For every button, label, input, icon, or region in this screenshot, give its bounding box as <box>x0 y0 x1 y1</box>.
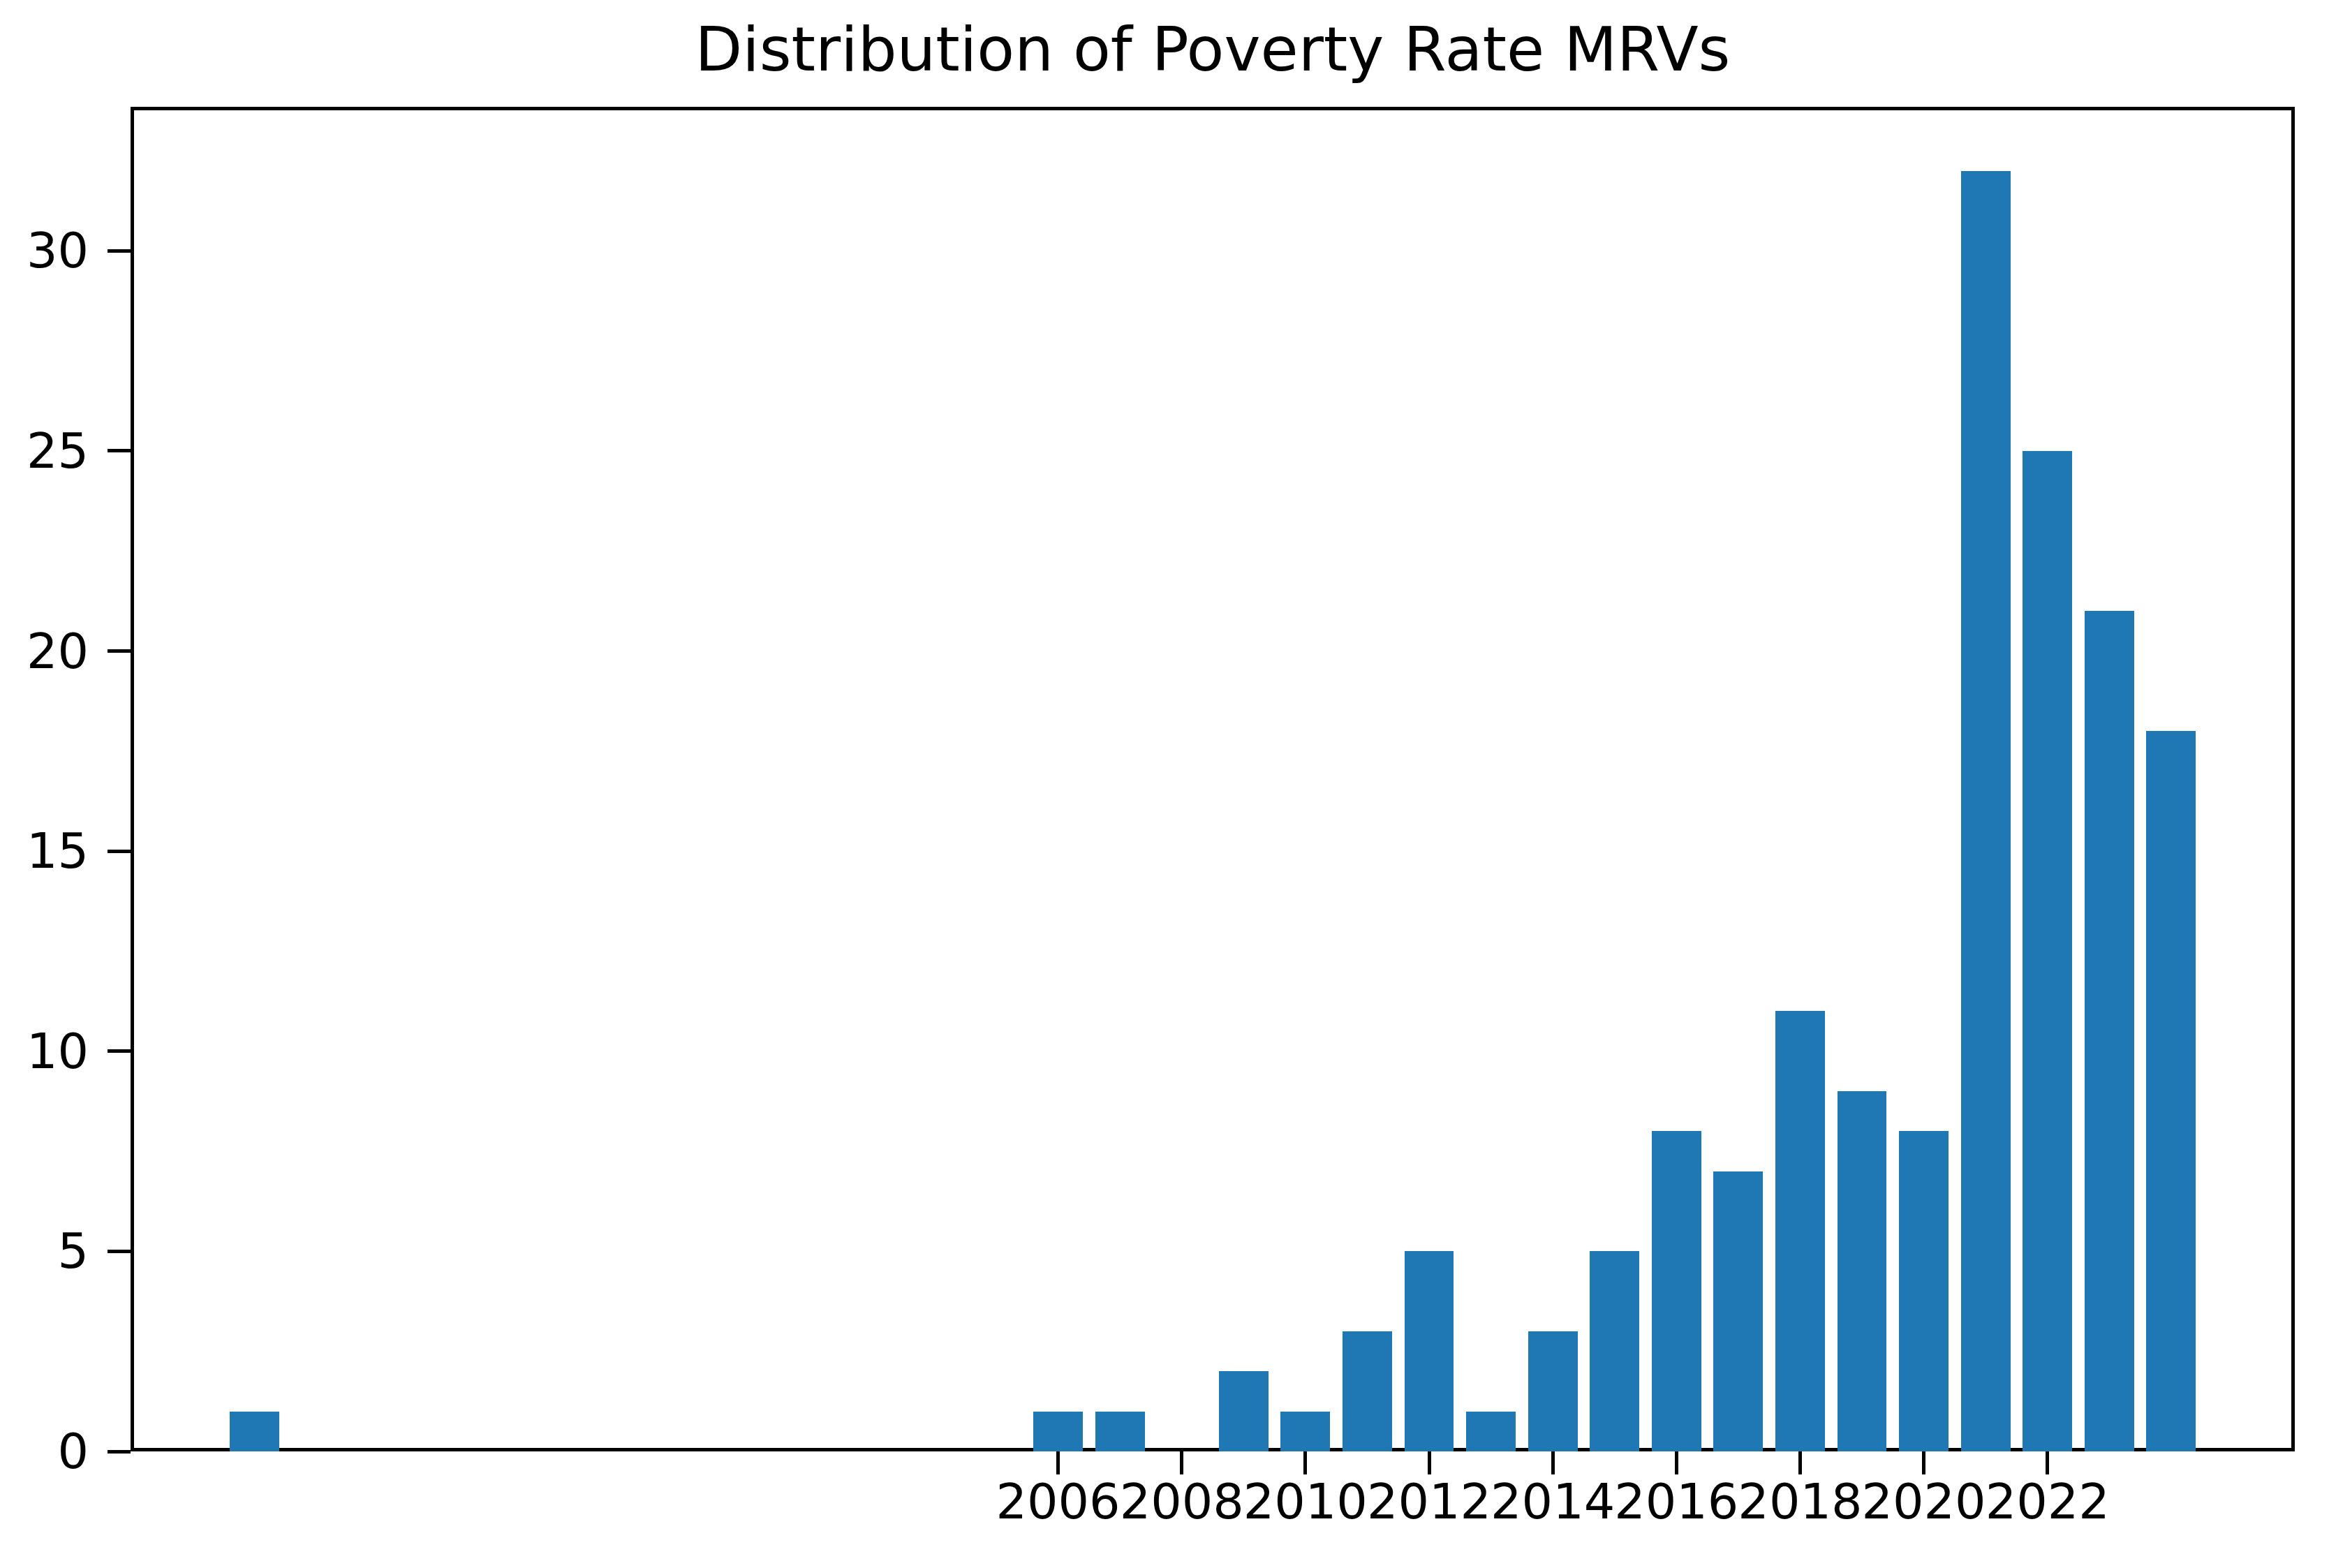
plot-inner <box>131 107 2295 1451</box>
bar-2024 <box>2146 731 2196 1451</box>
y-tick-25 <box>108 449 131 452</box>
y-tick-20 <box>108 649 131 653</box>
chart-title: Distribution of Poverty Rate MRVs <box>131 19 2295 80</box>
x-tick-2008 <box>1180 1451 1183 1474</box>
y-tick-label-20: 20 <box>0 627 89 676</box>
x-tick-label-2022: 2022 <box>1943 1477 2152 1526</box>
x-tick-2016 <box>1675 1451 1678 1474</box>
y-tick-label-25: 25 <box>0 427 89 475</box>
y-tick-label-5: 5 <box>0 1227 89 1275</box>
x-tick-2014 <box>1551 1451 1555 1474</box>
bar-2010 <box>1280 1412 1330 1451</box>
bar-2015 <box>1590 1251 1639 1451</box>
x-tick-2018 <box>1798 1451 1802 1474</box>
x-tick-2010 <box>1303 1451 1307 1474</box>
x-tick-2012 <box>1428 1451 1431 1474</box>
y-tick-10 <box>108 1049 131 1053</box>
bar-2018 <box>1775 1011 1825 1451</box>
bar-2014 <box>1528 1331 1578 1451</box>
bar-2006 <box>1033 1412 1083 1451</box>
bar-2021 <box>1961 171 2011 1451</box>
x-tick-2022 <box>2046 1451 2049 1474</box>
bar-2013 <box>1466 1412 1516 1451</box>
y-tick-label-10: 10 <box>0 1027 89 1076</box>
y-tick-30 <box>108 249 131 253</box>
bar-2009 <box>1219 1371 1269 1451</box>
bar-1993 <box>230 1412 279 1451</box>
y-tick-label-30: 30 <box>0 226 89 275</box>
bar-2020 <box>1899 1131 1949 1451</box>
bar-2012 <box>1405 1251 1454 1451</box>
bar-2011 <box>1343 1331 1392 1451</box>
bar-2023 <box>2085 611 2134 1451</box>
bar-2007 <box>1095 1412 1145 1451</box>
y-tick-label-0: 0 <box>0 1427 89 1476</box>
y-tick-15 <box>108 850 131 853</box>
bar-2016 <box>1652 1131 1701 1451</box>
x-tick-2020 <box>1922 1451 1925 1474</box>
figure: Distribution of Poverty Rate MRVs 200620… <box>0 0 2329 1568</box>
y-tick-0 <box>108 1450 131 1454</box>
bar-2022 <box>2023 451 2072 1451</box>
bar-2019 <box>1838 1091 1887 1451</box>
x-tick-2006 <box>1056 1451 1060 1474</box>
y-tick-label-15: 15 <box>0 827 89 875</box>
y-tick-5 <box>108 1250 131 1253</box>
plot-area <box>131 107 2295 1451</box>
bar-2017 <box>1713 1171 1763 1451</box>
